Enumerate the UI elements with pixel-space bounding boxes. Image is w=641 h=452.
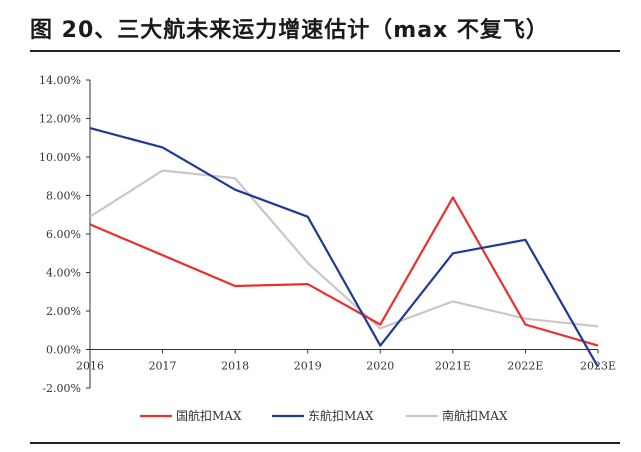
title-divider (30, 50, 620, 52)
y-tick-label: -2.00% (42, 382, 81, 395)
page-title: 图 20、三大航未来运力增速估计（max 不复飞） (30, 18, 549, 43)
y-tick-label: 0.00% (46, 344, 81, 357)
y-tick-label: 10.00% (39, 151, 81, 164)
chart-series (89, 127, 599, 368)
chart-legend: 国航扣MAX 东航扣MAX 南航扣MAX (140, 408, 508, 423)
title-bar: 图 20、三大航未来运力增速估计（max 不复飞） (0, 0, 641, 48)
x-tick-label: 2019 (294, 360, 322, 373)
y-tick-label: 2.00% (46, 305, 81, 318)
x-tick-label: 2018 (221, 360, 249, 373)
y-tick-label: 4.00% (46, 267, 81, 280)
y-tick-label: 8.00% (46, 190, 81, 203)
legend-label: 国航扣MAX (176, 408, 242, 423)
legend-label: 南航扣MAX (442, 408, 508, 423)
series-line (89, 196, 599, 347)
x-tick-label: 2016 (76, 360, 104, 373)
x-tick-label: 2021E (435, 360, 471, 373)
y-tick-label: 12.00% (39, 113, 81, 126)
bottom-divider (30, 442, 620, 444)
x-tick-label: 2017 (149, 360, 177, 373)
x-tick-label: 2020 (366, 360, 394, 373)
series-line (89, 127, 599, 368)
series-line (89, 169, 599, 330)
y-tick-label: 14.00% (39, 74, 81, 87)
x-tick-label: 2022E (507, 360, 543, 373)
chart-axes: -2.00% 0.00% 2.00% 4.00% 6.00% 8.00% 10.00% 12.… (39, 74, 616, 395)
y-tick-label: 6.00% (46, 228, 81, 241)
legend-label: 东航扣MAX (308, 408, 374, 423)
